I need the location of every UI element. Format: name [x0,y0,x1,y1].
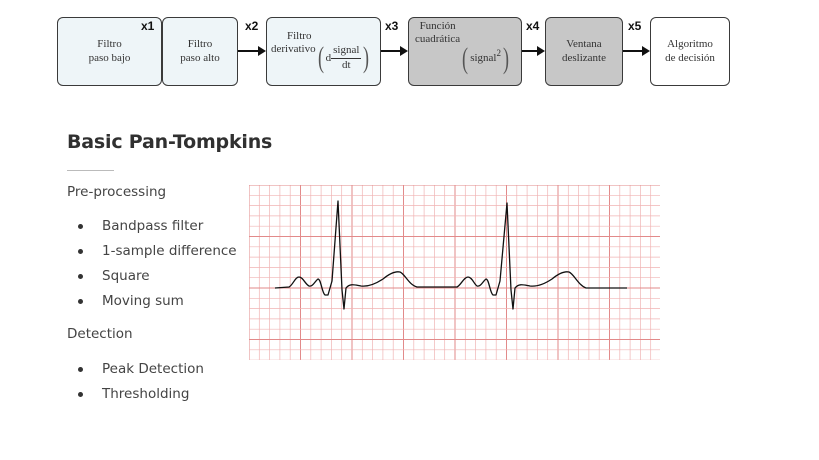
derivative-fraction: signal dt [331,44,362,73]
detection-list: Peak Detection Thresholding [67,361,204,411]
list-item: Thresholding [67,386,204,411]
square-term: signal [470,51,497,64]
lowpass-filter-label: Filtro paso bajo [88,37,131,64]
highpass-filter-block: Filtro paso alto [162,17,238,86]
signal-label-x3: x3 [385,19,399,33]
title-underline [67,170,114,171]
derivative-numerator: signal [331,44,362,59]
sliding-window-block: Ventana deslizante [545,17,623,86]
signal-label-x4: x4 [526,19,540,33]
left-paren-icon: ( [317,41,324,75]
list-item: 1-sample difference [67,243,237,268]
arrow-x2 [238,46,266,56]
sliding-window-label: Ventana deslizante [562,37,606,64]
derivative-prefix: d [325,51,332,64]
arrow-x4 [522,46,545,56]
square-function-label: Función cuadrática [415,19,461,46]
signal-label-x1: x1 [141,19,155,33]
signal-label-x2: x2 [245,19,259,33]
ecg-trace [274,200,627,310]
list-item: Bandpass filter [67,218,237,243]
ecg-waveform-image [249,185,660,360]
decision-algorithm-label: Algoritmo de decisión [665,37,715,64]
list-item: Moving sum [67,293,237,318]
slide-title: Basic Pan-Tompkins [67,131,273,153]
derivative-filter-label-top: Filtro [287,29,312,42]
square-right-paren-icon: ) [502,41,509,75]
lowpass-filter-block: Filtro paso bajo [57,17,162,86]
arrow-x5 [623,46,650,56]
derivative-filter-block: Filtro derivativo ( d signal dt ) [266,17,381,86]
detection-heading: Detection [67,326,133,342]
right-paren-icon: ) [363,41,370,75]
decision-algorithm-block: Algoritmo de decisión [650,17,730,86]
derivative-filter-label-left: derivativo [271,43,316,56]
list-item: Square [67,268,237,293]
preprocessing-list: Bandpass filter 1-sample difference Squa… [67,218,237,318]
derivative-formula: derivativo ( d signal dt ) [271,43,371,73]
list-item: Peak Detection [67,361,204,386]
square-exponent: 2 [496,47,501,58]
signal-label-x5: x5 [628,19,642,33]
highpass-filter-label: Filtro paso alto [180,37,220,64]
preprocessing-heading: Pre-processing [67,184,167,200]
arrow-x3 [381,46,408,56]
square-function-block: Función cuadrática ( signal 2 ) [408,17,522,86]
square-left-paren-icon: ( [462,41,469,75]
derivative-denominator: dt [341,58,351,71]
